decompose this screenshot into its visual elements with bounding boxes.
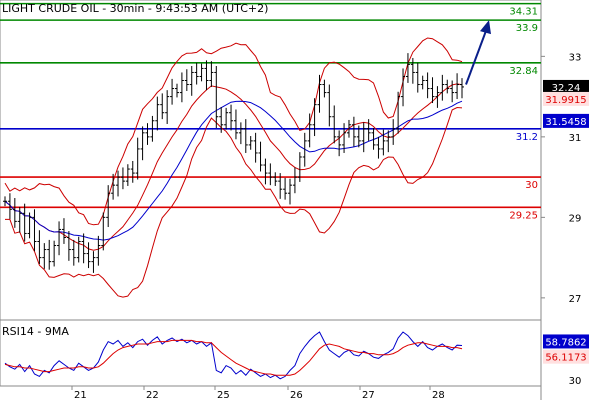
forecast-arrow (465, 20, 491, 85)
rsi-ma-line (4, 339, 463, 376)
x-tick-label: 22 (146, 390, 159, 400)
rsi-ma-value-tag: 56.1173 (545, 353, 586, 364)
level-label: 33.9 (516, 23, 538, 34)
level-label: 34.31 (509, 7, 538, 18)
rsi-plot-frame (0, 319, 542, 387)
rsi-lines (4, 331, 463, 380)
last-price-tag: 32.24 (552, 83, 581, 94)
last-price-tag-box (543, 79, 589, 94)
rsi-tags: 58.7862 56.1173 (543, 334, 589, 364)
price-plot-frame (0, 0, 542, 321)
rsi-ma-value-tag-box (543, 349, 589, 364)
level-label: 31.2 (516, 132, 538, 143)
ma-value-tag-box (543, 113, 589, 128)
x-tick-label: 25 (217, 390, 230, 400)
rsi-value-tag-box (543, 334, 589, 349)
rsi-panel: RSI14 - 9MA 30 58.7862 56.1173 (0, 319, 589, 387)
moving-average-line (4, 100, 463, 241)
arrow-shaft (465, 27, 488, 85)
rsi-y-ticks: 30 (569, 376, 582, 387)
x-tick-label: 21 (74, 390, 87, 400)
price-y-tick-label: 31 (569, 133, 582, 144)
price-y-tick-label: 29 (569, 213, 582, 224)
bollinger-middle-line (4, 83, 463, 251)
band-value-tag: 31.9915 (545, 95, 586, 106)
x-tick-label: 26 (290, 390, 303, 400)
level-label: 32.84 (509, 66, 538, 77)
x-axis-ticks: 21 22 25 26 27 28 (71, 386, 445, 400)
bollinger-upper-line (4, 37, 463, 226)
level-label: 29.25 (509, 210, 538, 221)
rsi-line (4, 331, 463, 380)
rsi-y-tick-label: 30 (569, 376, 582, 387)
chart-title: LIGHT CRUDE OIL - 30min - 9:43:53 AM (UT… (2, 2, 268, 15)
level-label: 30 (525, 180, 538, 191)
price-y-tick-label: 27 (569, 294, 582, 305)
bollinger-lower-line (5, 106, 463, 298)
price-y-ticks: 33 31 29 27 (541, 52, 581, 305)
price-y-tick-label: 33 (569, 52, 582, 63)
price-bars (3, 53, 464, 273)
x-tick-label: 27 (362, 390, 375, 400)
rsi-title: RSI14 - 9MA (2, 325, 69, 338)
arrow-head (480, 20, 491, 35)
ma-value-tag: 31.5458 (545, 117, 586, 128)
bollinger-bands (4, 37, 463, 298)
rsi-value-tag: 58.7862 (545, 337, 586, 348)
band-value-tag-box (543, 91, 589, 106)
x-tick-label: 28 (432, 390, 445, 400)
